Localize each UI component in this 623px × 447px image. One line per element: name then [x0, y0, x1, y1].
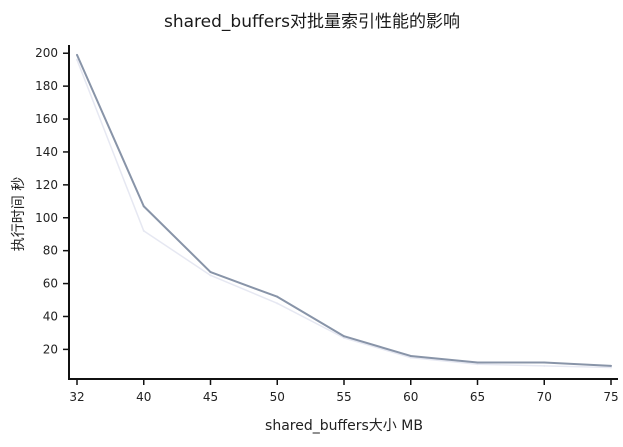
y-tick-label: 180 — [35, 79, 58, 93]
x-tick-label: 45 — [203, 390, 218, 404]
y-tick-label: 120 — [35, 178, 58, 192]
y-tick-label: 80 — [43, 244, 58, 258]
series-2-point — [142, 229, 145, 232]
series-2-point — [276, 302, 279, 305]
series-2-point — [209, 274, 212, 277]
x-tick-label: 60 — [403, 390, 418, 404]
series-2-point — [610, 366, 612, 369]
x-axis-label: shared_buffers大小 MB — [265, 418, 423, 434]
series-1-point — [409, 354, 412, 357]
y-tick-label: 20 — [43, 342, 58, 356]
x-tick-label: 65 — [470, 390, 485, 404]
series-1-point — [142, 205, 145, 208]
y-tick-label: 40 — [43, 309, 58, 323]
series-1-point — [343, 335, 345, 338]
series-1-point — [610, 364, 612, 367]
series-1-point — [476, 361, 479, 364]
x-tick-label: 50 — [270, 390, 285, 404]
x-tick-label: 55 — [336, 390, 351, 404]
y-tick-label: 60 — [43, 277, 58, 291]
y-tick-label: 200 — [35, 46, 58, 60]
chart-title: shared_buffers对批量索引性能的影响 — [164, 12, 460, 32]
series-2-point — [543, 364, 546, 367]
y-tick-label: 140 — [35, 145, 58, 159]
axes — [68, 45, 618, 380]
y-tick-label: 100 — [35, 211, 58, 225]
series-1-point — [76, 53, 78, 56]
series-1-point — [209, 271, 212, 274]
y-ticks: 20 40 60 80 100 120 140 160 180 200 — [35, 46, 69, 356]
series-layer — [76, 53, 612, 369]
series-line-1 — [76, 54, 612, 367]
series-2-point — [76, 58, 78, 61]
series-line-2 — [76, 59, 612, 369]
series-1-point — [543, 361, 546, 364]
x-tick-label: 75 — [603, 390, 618, 404]
y-tick-label: 160 — [35, 112, 58, 126]
x-ticks: 32 40 45 50 55 60 65 70 75 — [69, 379, 619, 404]
series-2-point — [476, 363, 479, 366]
series-1-point — [276, 295, 279, 298]
x-tick-label: 40 — [136, 390, 151, 404]
x-tick-label: 70 — [537, 390, 552, 404]
x-tick-label: 32 — [69, 390, 84, 404]
series-2-point — [409, 356, 412, 359]
y-axis-label: 执行时间 秒 — [11, 177, 27, 251]
